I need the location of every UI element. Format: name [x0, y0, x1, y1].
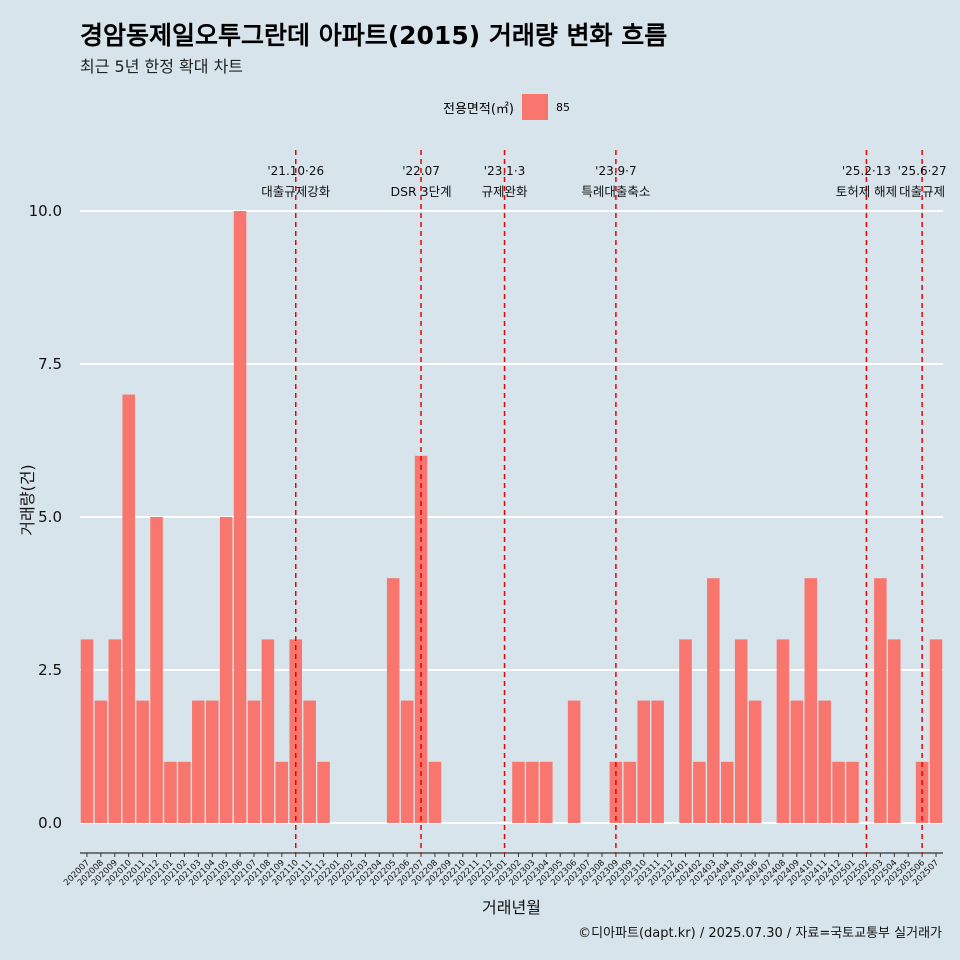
policy-date: '23.1·3 — [484, 164, 525, 178]
chart-title: 경암동제일오투그란데 아파트(2015) 거래량 변화 흐름 — [80, 21, 668, 50]
y-tick-label: 7.5 — [38, 355, 62, 373]
policy-date: '21.10·26 — [267, 164, 324, 178]
bar — [720, 761, 734, 823]
bar — [693, 761, 706, 823]
policy-label: 규제완화 — [482, 184, 529, 199]
y-axis-title: 거래량(건) — [18, 464, 37, 535]
bar — [261, 639, 275, 823]
bar — [233, 211, 247, 823]
bar — [651, 700, 664, 823]
y-tick-label: 2.5 — [38, 661, 62, 679]
bar — [512, 761, 525, 823]
chart-subtitle: 최근 5년 한정 확대 차트 — [80, 57, 244, 76]
bar — [776, 639, 790, 823]
policy-label: 대출규제 — [899, 184, 945, 199]
bar — [275, 761, 289, 823]
policy-label: 특례대출축소 — [581, 184, 650, 199]
policy-label: 토허제 해제 — [836, 184, 897, 199]
bar — [303, 700, 316, 823]
chart-caption: ©디아파트(dapt.kr) / 2025.07.30 / 자료=국토교통부 실… — [578, 926, 942, 941]
bar — [804, 578, 818, 823]
bar — [637, 700, 650, 823]
policy-label: DSR 3단계 — [390, 184, 451, 199]
bar — [164, 761, 177, 823]
bar — [289, 639, 303, 823]
legend-swatch — [521, 94, 548, 120]
y-tick-label: 0.0 — [38, 814, 62, 832]
bar — [874, 578, 887, 823]
bar — [428, 761, 442, 823]
bar — [567, 700, 581, 823]
y-tick-label: 5.0 — [38, 508, 62, 526]
policy-date: '22.07 — [402, 164, 440, 178]
bar — [734, 639, 748, 823]
bar — [707, 578, 720, 823]
bar — [108, 639, 122, 823]
bar — [192, 700, 205, 823]
bar — [818, 700, 831, 823]
bar — [136, 700, 149, 823]
x-axis-title: 거래년월 — [482, 898, 541, 917]
legend-title: 전용면적(㎡) — [443, 101, 514, 117]
bar — [526, 761, 539, 823]
bar — [679, 639, 692, 823]
bar — [623, 761, 637, 823]
bar — [832, 761, 845, 823]
legend-item-label: 85 — [555, 100, 570, 114]
bar — [748, 700, 762, 823]
bar — [205, 700, 219, 823]
bar — [888, 639, 901, 823]
policy-date: '25.2·13 — [842, 164, 891, 178]
policy-label: 대출규제강화 — [261, 184, 331, 199]
bar — [80, 639, 94, 823]
policy-date: '23.9·7 — [595, 164, 636, 178]
legend: 전용면적(㎡) 85 — [443, 94, 570, 120]
bar — [178, 761, 191, 823]
y-tick-label: 10.0 — [29, 202, 62, 220]
bar — [219, 517, 233, 823]
bar — [790, 700, 804, 823]
bar — [846, 761, 859, 823]
bar — [122, 394, 135, 823]
bar — [540, 761, 553, 823]
bar — [386, 578, 400, 823]
bar — [150, 517, 163, 823]
bar — [247, 700, 261, 823]
bar — [929, 639, 943, 823]
bar — [400, 700, 414, 823]
policy-date: '25.6·27 — [898, 164, 947, 178]
bar — [317, 761, 330, 823]
bar — [94, 700, 108, 823]
